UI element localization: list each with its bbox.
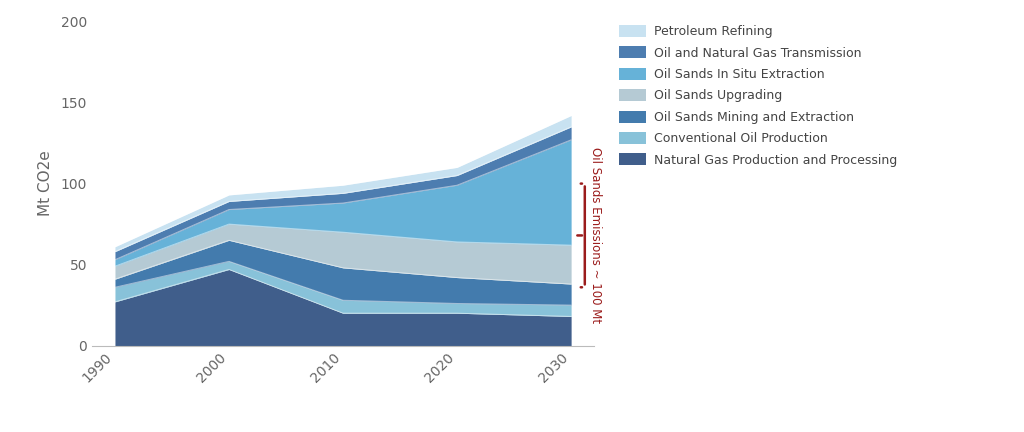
- Y-axis label: Mt CO2e: Mt CO2e: [38, 151, 52, 216]
- Legend: Petroleum Refining, Oil and Natural Gas Transmission, Oil Sands In Situ Extracti: Petroleum Refining, Oil and Natural Gas …: [615, 21, 901, 170]
- Text: Oil Sands Emissions ~ 100 Mt: Oil Sands Emissions ~ 100 Mt: [590, 147, 602, 324]
